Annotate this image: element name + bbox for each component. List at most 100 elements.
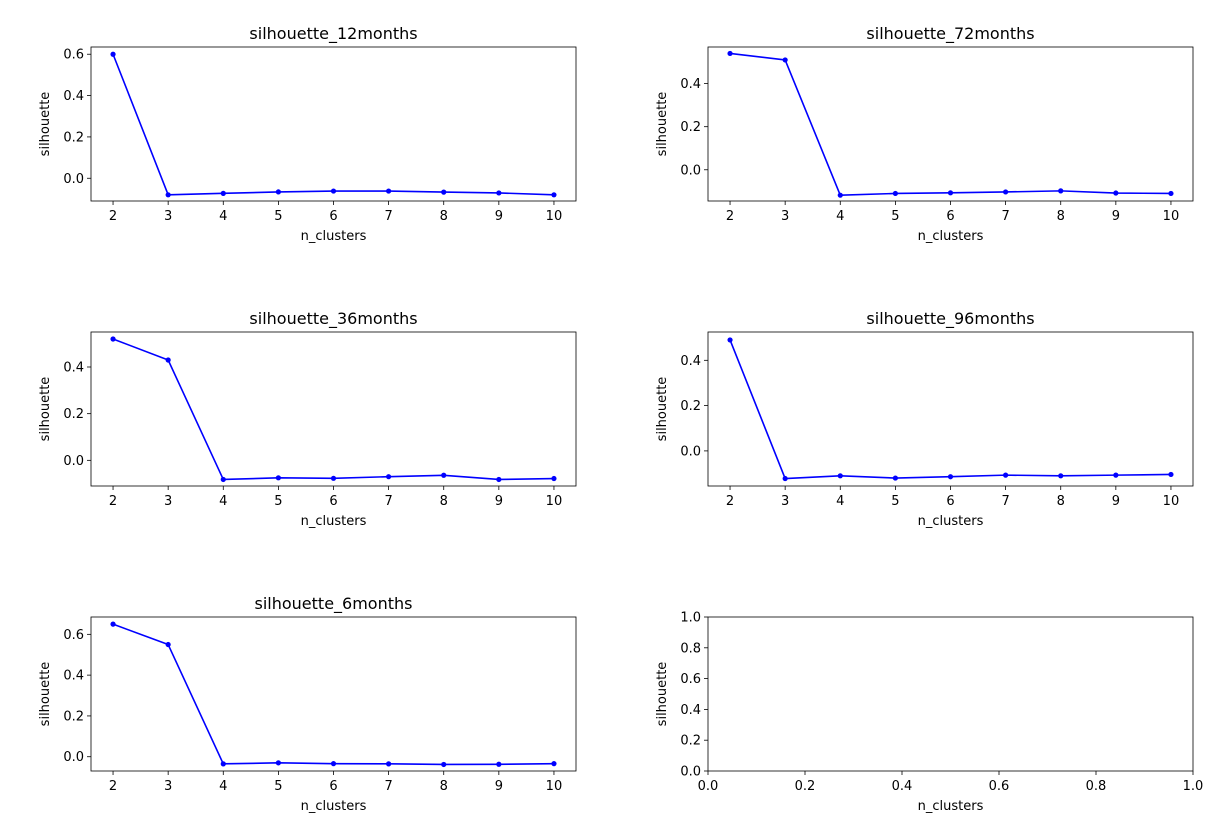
data-point (892, 475, 898, 481)
data-point (110, 621, 116, 627)
data-point (837, 192, 843, 198)
x-axis-label: n_clusters (918, 799, 984, 814)
y-tick-label: 0.6 (63, 48, 84, 63)
data-point (727, 50, 733, 57)
subplot-3: 2 3 4 5 6 7 8 9 10 0.0 0.2 0.4 silhouette_36months n_… (38, 309, 577, 529)
x-tick-label: 9 (495, 494, 503, 509)
x-axis-label: n_clusters (301, 799, 367, 814)
data-point (330, 475, 337, 481)
data-point (386, 474, 392, 480)
data-point (1168, 471, 1174, 478)
x-tick-label: 10 (1163, 209, 1180, 224)
x-tick-label: 10 (1163, 494, 1180, 509)
x-tick-label: 7 (384, 779, 392, 794)
subplot-4: 2 3 4 5 6 7 8 9 10 0.0 0.2 0.4 silhouette_96months n_… (655, 309, 1194, 529)
y-tick-label: 0.2 (680, 120, 701, 135)
x-tick-label: 4 (219, 494, 227, 509)
axes-frame (90, 331, 577, 487)
data-point (220, 476, 226, 483)
x-tick-label: 7 (1001, 209, 1009, 224)
y-tick-label: 0.4 (63, 361, 84, 376)
x-tick-label: 9 (495, 209, 503, 224)
data-point (441, 761, 447, 768)
x-axis-label: n_clusters (301, 229, 367, 244)
x-tick-label: 2 (109, 209, 117, 224)
x-tick-label: 7 (384, 494, 392, 509)
y-tick-label: 0.8 (680, 641, 701, 656)
data-point (496, 476, 502, 483)
x-tick-label: 0.6 (989, 779, 1010, 794)
subplot-title: silhouette_6months (255, 594, 413, 614)
data-point (551, 761, 557, 767)
x-tick-label: 0.4 (892, 779, 913, 794)
x-tick-label: 1.0 (1183, 779, 1204, 794)
y-tick-label: 0.0 (680, 444, 701, 459)
y-tick-label: 0.0 (63, 172, 84, 187)
x-tick-label: 6 (946, 494, 954, 509)
data-point (1113, 472, 1119, 478)
y-axis-label: silhouette (38, 662, 53, 727)
data-point (220, 190, 226, 196)
x-tick-label: 9 (1112, 494, 1120, 509)
data-point (386, 761, 392, 767)
data-point (782, 57, 788, 63)
series-line (112, 623, 554, 766)
data-point (275, 189, 281, 195)
subplot-title: silhouette_72months (866, 24, 1034, 44)
y-tick-label: 0.4 (63, 89, 84, 104)
x-tick-label: 3 (164, 494, 172, 509)
subplot-title: silhouette_36months (249, 309, 417, 329)
x-tick-label: 7 (1001, 494, 1009, 509)
x-tick-label: 6 (329, 209, 337, 224)
data-point (1058, 188, 1064, 194)
x-tick-label: 0.2 (795, 779, 816, 794)
series-line (729, 52, 1171, 196)
y-tick-label: 0.4 (680, 703, 701, 718)
x-tick-label: 10 (546, 494, 563, 509)
x-tick-label: 6 (329, 779, 337, 794)
subplot-title: silhouette_96months (866, 309, 1034, 329)
x-tick-label: 8 (1057, 494, 1065, 509)
y-tick-label: 0.2 (63, 407, 84, 422)
y-axis-label: silhouette (655, 662, 670, 727)
data-point (782, 475, 788, 482)
data-point (1003, 189, 1009, 195)
y-tick-label: 1.0 (680, 611, 701, 626)
subplot-1: 2 3 4 5 6 7 8 9 10 0.0 0.2 0.4 0.6 silhouette_12month… (38, 24, 577, 244)
subplot-5: 2 3 4 5 6 7 8 9 10 0.0 0.2 0.4 0.6 silhouette_6months… (38, 594, 577, 814)
y-axis-label: silhouette (38, 377, 53, 442)
x-tick-label: 5 (274, 779, 282, 794)
y-tick-label: 0.2 (63, 130, 84, 145)
x-tick-label: 5 (274, 494, 282, 509)
data-point (220, 761, 226, 767)
x-axis-label: n_clusters (918, 229, 984, 244)
x-tick-label: 2 (726, 494, 734, 509)
data-point (330, 761, 337, 767)
x-tick-label: 4 (836, 494, 844, 509)
series-line (112, 338, 554, 481)
x-tick-label: 5 (891, 209, 899, 224)
axes-frame (707, 616, 1194, 772)
data-point (496, 761, 502, 767)
series-line (729, 339, 1171, 480)
x-tick-label: 3 (781, 494, 789, 509)
x-tick-label: 8 (1057, 209, 1065, 224)
y-tick-label: 0.0 (63, 454, 84, 469)
x-tick-label: 3 (781, 209, 789, 224)
x-tick-label: 2 (109, 494, 117, 509)
x-tick-label: 3 (164, 209, 172, 224)
data-point (275, 760, 281, 766)
x-tick-label: 8 (440, 209, 448, 224)
y-axis-label: silhouette (655, 377, 670, 442)
data-point (275, 475, 281, 481)
x-tick-label: 8 (440, 494, 448, 509)
x-tick-label: 6 (329, 494, 337, 509)
data-point (947, 474, 954, 480)
x-tick-label: 3 (164, 779, 172, 794)
y-tick-label: 0.4 (680, 77, 701, 92)
y-tick-label: 0.2 (680, 399, 701, 414)
subplot-title: silhouette_12months (249, 24, 417, 44)
x-tick-label: 10 (546, 209, 563, 224)
y-tick-label: 0.6 (680, 672, 701, 687)
